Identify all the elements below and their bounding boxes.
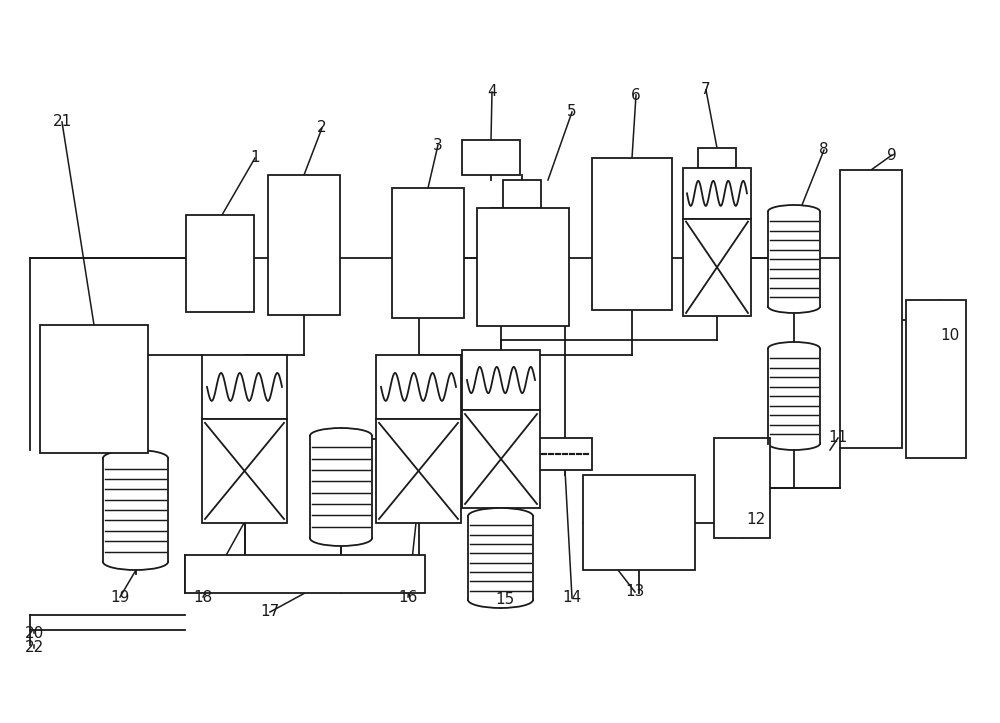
Ellipse shape xyxy=(468,508,533,524)
Bar xyxy=(40,325,148,453)
Ellipse shape xyxy=(103,450,168,466)
Text: 22: 22 xyxy=(24,641,44,656)
Bar xyxy=(103,458,168,562)
Text: 1: 1 xyxy=(250,150,260,166)
Ellipse shape xyxy=(103,554,168,570)
Text: 16: 16 xyxy=(398,589,418,604)
Ellipse shape xyxy=(310,531,372,546)
Bar xyxy=(698,148,736,168)
Text: 8: 8 xyxy=(819,142,829,158)
Text: 11: 11 xyxy=(828,430,848,445)
Bar xyxy=(376,355,461,419)
Bar xyxy=(906,300,966,458)
Bar xyxy=(583,475,695,570)
Text: 7: 7 xyxy=(701,82,711,98)
Ellipse shape xyxy=(768,300,820,313)
Text: 13: 13 xyxy=(625,584,645,599)
Text: 9: 9 xyxy=(887,147,897,163)
Bar xyxy=(683,168,751,218)
Bar xyxy=(462,350,540,410)
Text: 4: 4 xyxy=(487,85,497,100)
Bar xyxy=(683,218,751,316)
Text: 2: 2 xyxy=(317,121,327,135)
Bar xyxy=(768,212,820,307)
Bar xyxy=(714,438,770,538)
Bar xyxy=(310,436,372,538)
Bar xyxy=(376,419,461,523)
Text: 15: 15 xyxy=(495,593,515,607)
Bar xyxy=(538,438,592,470)
Ellipse shape xyxy=(310,428,372,443)
Bar xyxy=(202,355,287,419)
Bar xyxy=(392,188,464,318)
Ellipse shape xyxy=(468,591,533,608)
Bar xyxy=(186,215,254,312)
Text: 20: 20 xyxy=(24,625,44,641)
Ellipse shape xyxy=(768,437,820,450)
Text: 18: 18 xyxy=(193,589,213,604)
Bar xyxy=(503,180,541,208)
Bar xyxy=(462,140,520,175)
Bar xyxy=(468,516,533,600)
Bar xyxy=(477,208,569,326)
Text: 3: 3 xyxy=(433,137,443,153)
Text: 10: 10 xyxy=(940,328,960,343)
Text: 6: 6 xyxy=(631,87,641,103)
Bar xyxy=(592,158,672,310)
Text: 14: 14 xyxy=(562,591,582,605)
Text: 21: 21 xyxy=(52,114,72,129)
Bar xyxy=(840,170,902,448)
Text: 5: 5 xyxy=(567,105,577,119)
Text: 19: 19 xyxy=(110,589,130,604)
Bar xyxy=(268,175,340,315)
Text: 12: 12 xyxy=(746,513,766,528)
Bar xyxy=(768,348,820,443)
Text: 17: 17 xyxy=(260,604,280,620)
Ellipse shape xyxy=(768,342,820,355)
Bar xyxy=(462,410,540,508)
Ellipse shape xyxy=(768,205,820,218)
Bar xyxy=(202,419,287,523)
Bar xyxy=(185,555,425,593)
